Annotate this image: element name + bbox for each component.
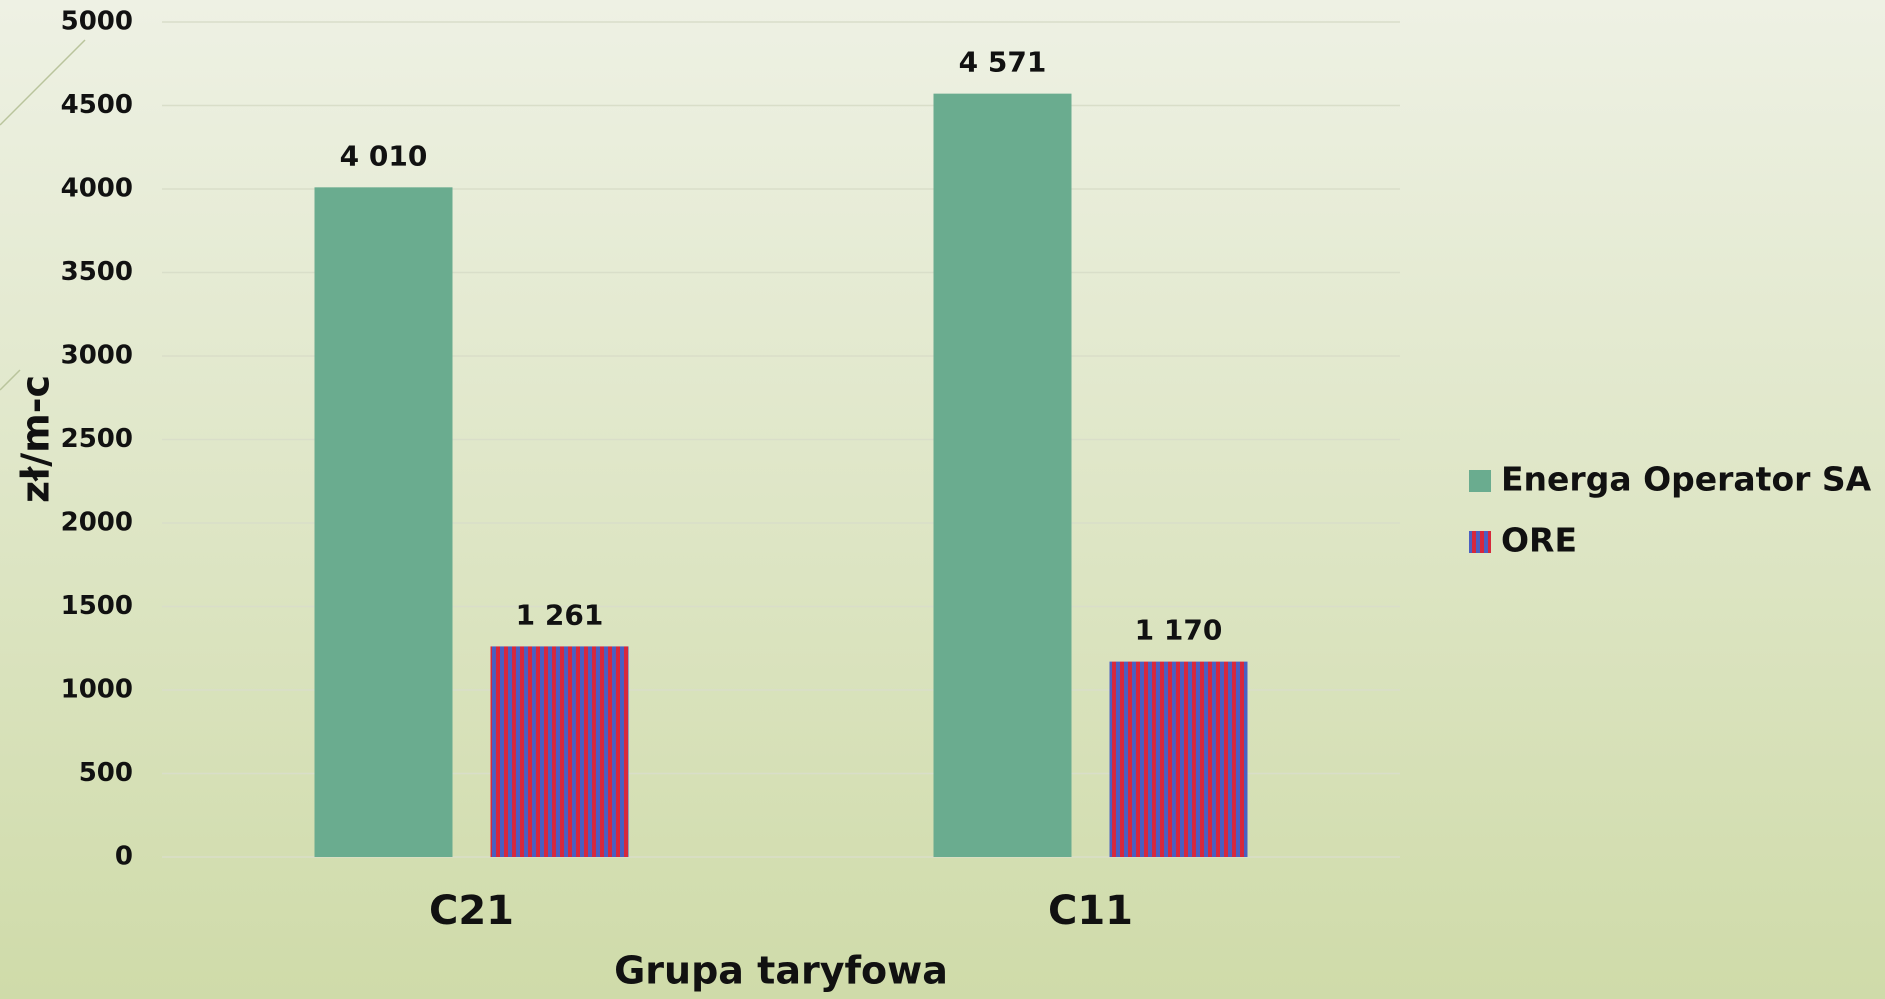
y-tick-label: 4000 <box>61 174 133 204</box>
y-tick-label: 0 <box>115 842 133 872</box>
decoration <box>0 369 21 391</box>
y-tick-label: 3000 <box>61 341 133 371</box>
y-tick-label: 5000 <box>61 7 133 37</box>
y-tick-label: 2500 <box>61 424 133 454</box>
y-tick-label: 1000 <box>61 675 133 705</box>
y-tick-label: 2000 <box>61 508 133 538</box>
x-tick-label: C21 <box>429 888 514 934</box>
y-tick-label: 1500 <box>61 591 133 621</box>
bar <box>314 187 453 857</box>
y-axis-title: zł/m-c <box>14 375 58 503</box>
y-tick-label: 500 <box>79 758 133 788</box>
data-label: 4 571 <box>959 46 1047 79</box>
legend-swatch <box>1469 531 1491 553</box>
x-tick-label: C11 <box>1048 888 1133 934</box>
x-axis-title: Grupa taryfowa <box>614 949 948 993</box>
data-label: 1 261 <box>516 598 604 631</box>
legend-swatch <box>1469 470 1491 492</box>
y-tick-label: 4500 <box>61 90 133 120</box>
legend-label: Energa Operator SA <box>1501 460 1872 499</box>
bar <box>933 93 1072 857</box>
y-tick-label: 3500 <box>61 257 133 287</box>
bar <box>490 646 629 857</box>
decoration <box>0 39 86 126</box>
data-label: 1 170 <box>1135 614 1223 647</box>
legend-label: ORE <box>1501 521 1577 560</box>
bar <box>1109 661 1248 857</box>
data-label: 4 010 <box>340 139 428 172</box>
